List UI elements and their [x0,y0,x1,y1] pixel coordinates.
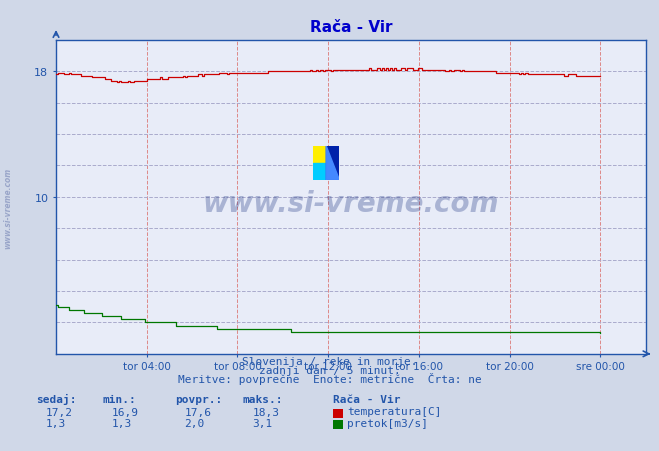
Text: 2,0: 2,0 [185,418,205,428]
Text: 16,9: 16,9 [112,407,139,417]
Text: 17,2: 17,2 [46,407,73,417]
Text: www.si-vreme.com: www.si-vreme.com [3,167,13,248]
Text: povpr.:: povpr.: [175,394,222,404]
Text: Rača - Vir: Rača - Vir [333,394,400,404]
Text: zadnji dan / 5 minut.: zadnji dan / 5 minut. [258,365,401,375]
Bar [313,147,326,164]
Text: 1,3: 1,3 [112,418,132,428]
Text: 3,1: 3,1 [252,418,273,428]
Text: 18,3: 18,3 [252,407,279,417]
Text: pretok[m3/s]: pretok[m3/s] [347,418,428,428]
Bar [313,164,326,180]
Title: Rača - Vir: Rača - Vir [310,20,392,35]
Polygon shape [326,147,339,180]
Text: sedaj:: sedaj: [36,393,76,404]
Text: temperatura[C]: temperatura[C] [347,406,442,416]
Text: www.si-vreme.com: www.si-vreme.com [203,189,499,217]
Text: 1,3: 1,3 [46,418,67,428]
Text: maks.:: maks.: [243,394,283,404]
Text: Meritve: povprečne  Enote: metrične  Črta: ne: Meritve: povprečne Enote: metrične Črta:… [178,373,481,384]
Bar [326,147,339,180]
Text: 17,6: 17,6 [185,407,212,417]
Text: min.:: min.: [102,394,136,404]
Text: Slovenija / reke in morje.: Slovenija / reke in morje. [242,356,417,366]
